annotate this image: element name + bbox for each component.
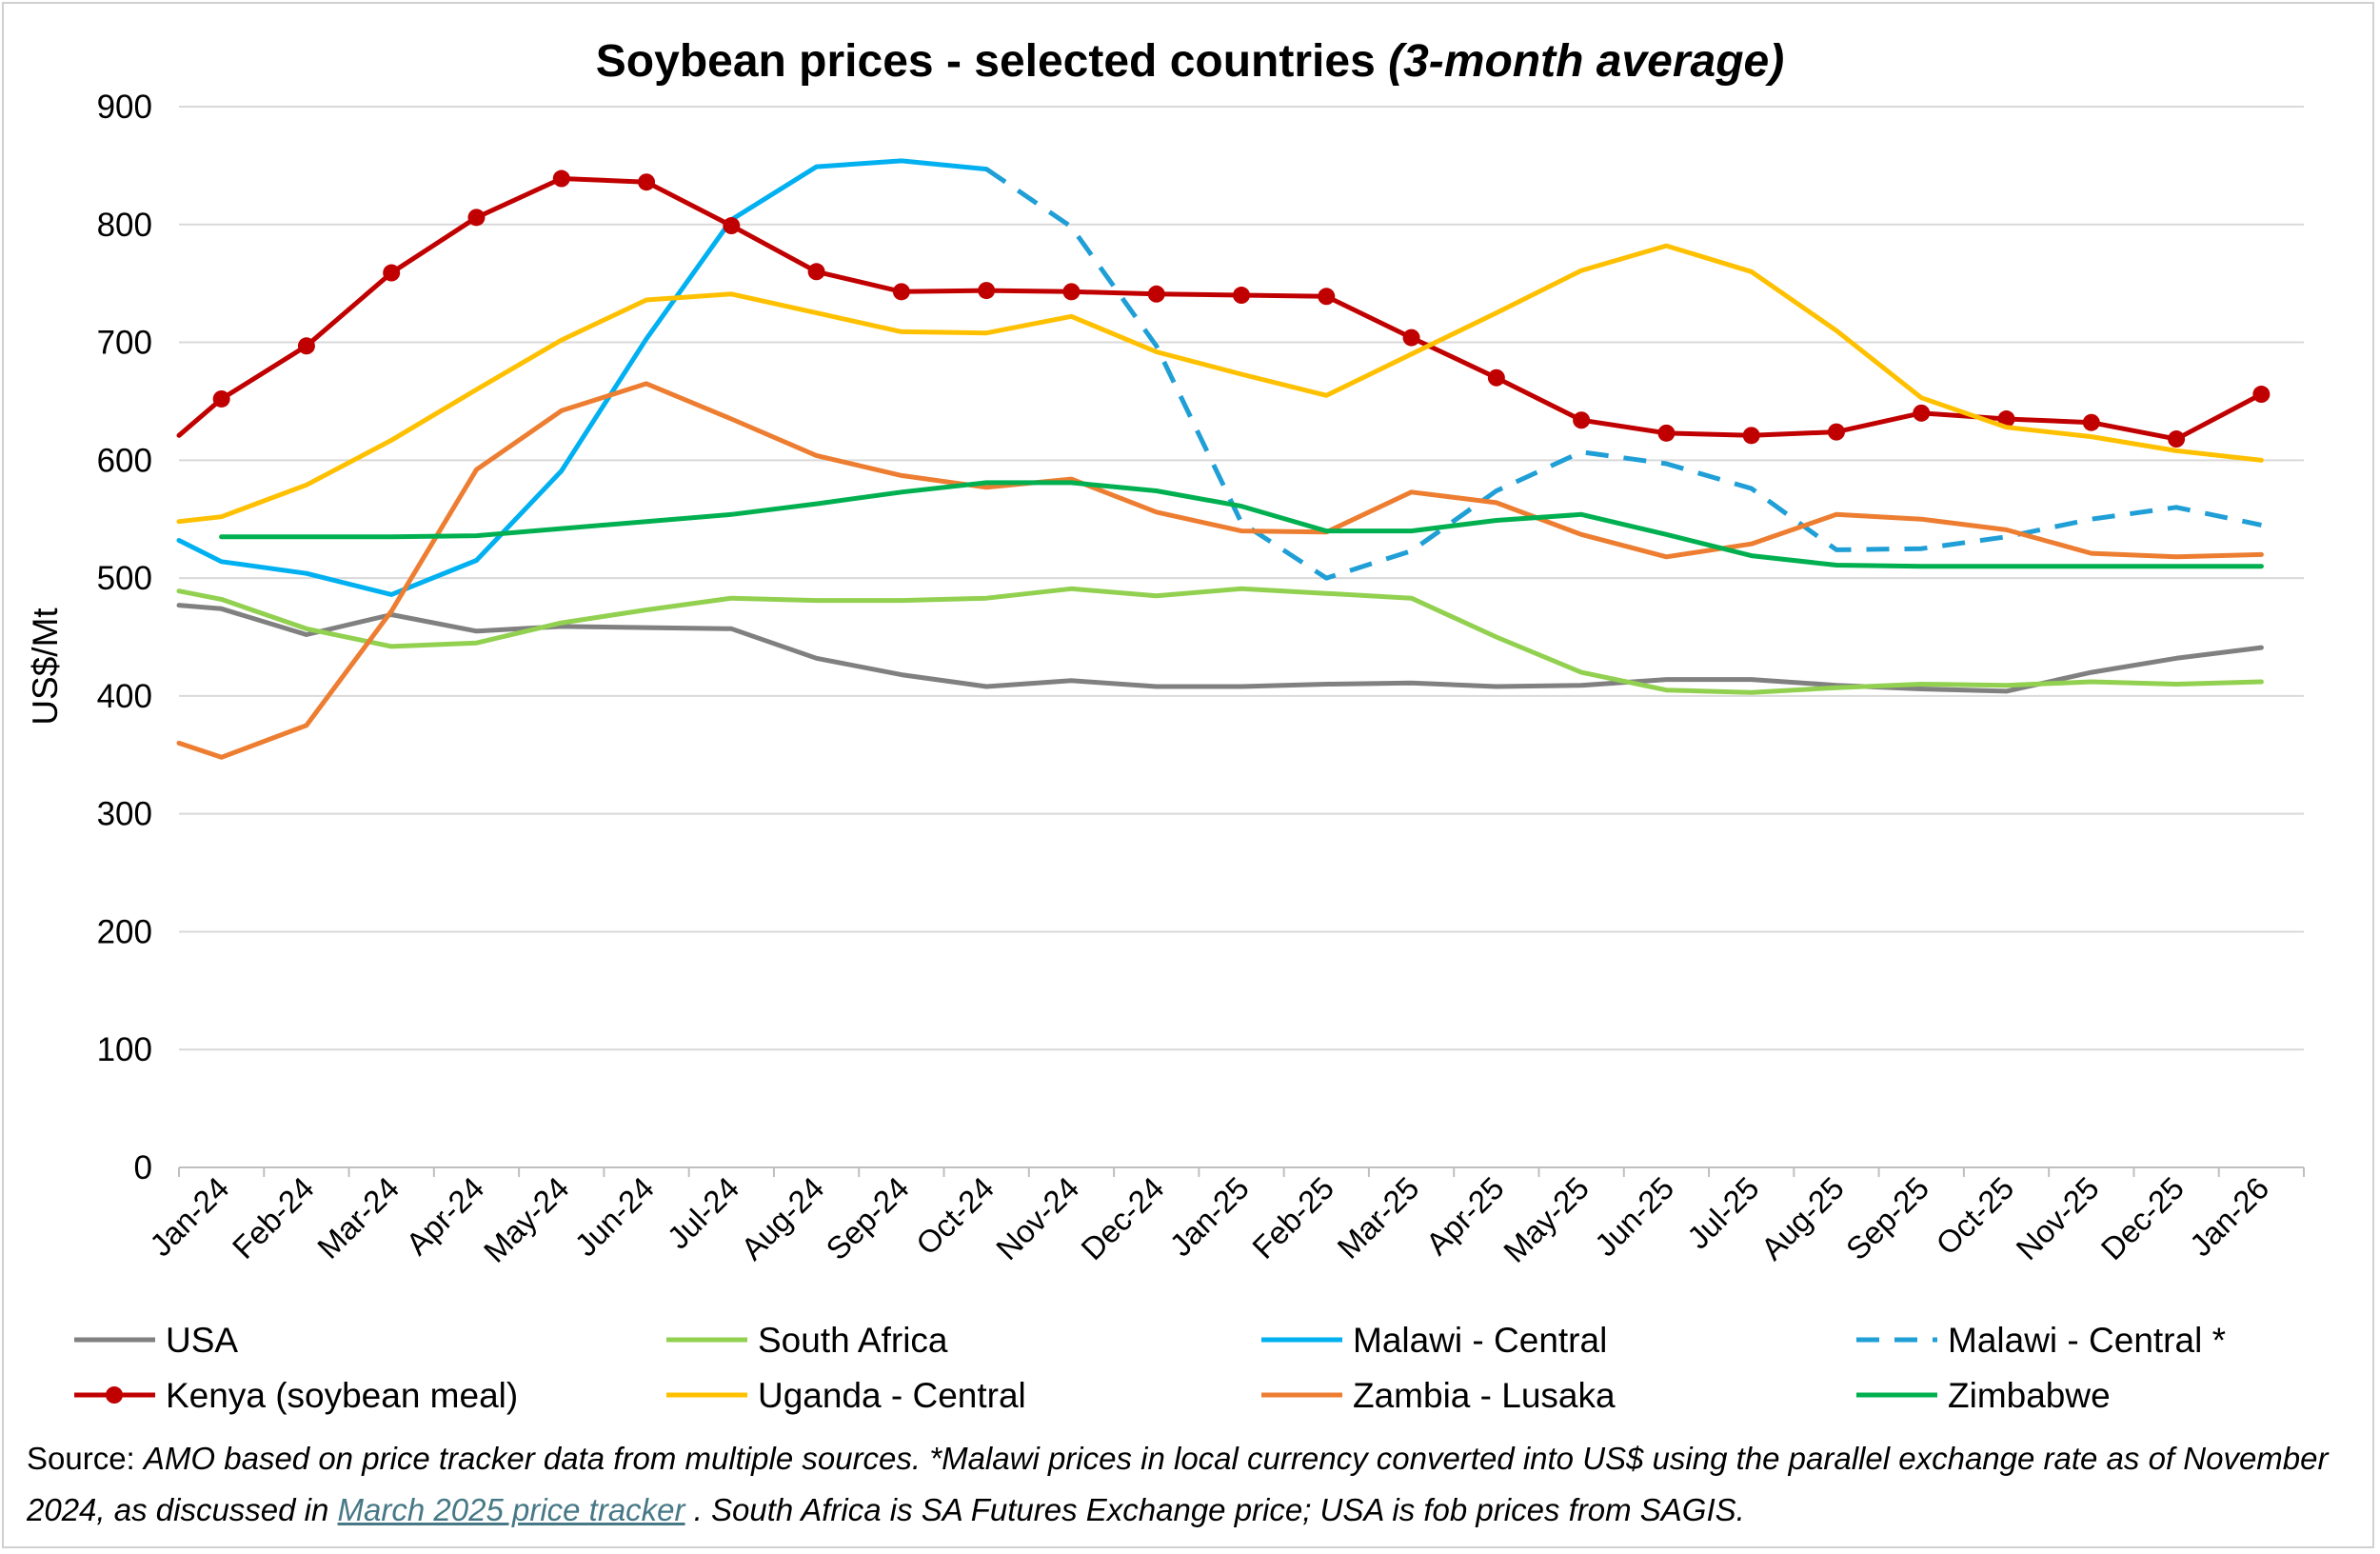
series-line — [176, 381, 2264, 760]
series-line — [176, 586, 2264, 695]
data-point — [1487, 369, 1505, 387]
series-line — [176, 158, 989, 597]
legend-label: South Africa — [758, 1321, 948, 1360]
y-tick-label: 300 — [97, 796, 152, 833]
data-point — [2168, 430, 2186, 448]
x-tick-label: May-24 — [477, 1170, 576, 1269]
x-tick-label: Jan-25 — [1162, 1170, 1256, 1264]
data-point — [467, 209, 486, 227]
series-line — [176, 176, 2264, 442]
data-point — [1062, 283, 1081, 301]
chart-title: Soybean prices - selected countries (3-m… — [596, 36, 1784, 87]
y-tick-label: 500 — [97, 560, 152, 597]
x-tick-label: Aug-24 — [734, 1170, 830, 1266]
x-tick-label: Jan-24 — [143, 1170, 236, 1264]
data-point — [892, 283, 910, 301]
legend-label: Uganda - Central — [758, 1376, 1026, 1415]
legend-marker — [106, 1386, 123, 1404]
y-tick-label: 100 — [97, 1031, 152, 1068]
x-tick-label: Oct-25 — [1929, 1170, 2020, 1262]
y-axis-label: US$/Mt — [26, 608, 65, 726]
x-tick-label: Jul-24 — [661, 1170, 746, 1256]
x-tick-label: Mar-24 — [310, 1170, 406, 1265]
x-tick-label: Nov-25 — [2009, 1170, 2105, 1266]
data-point — [212, 389, 230, 408]
x-tick-label: Nov-24 — [989, 1170, 1085, 1266]
series-line — [176, 243, 2264, 525]
data-point — [723, 217, 741, 235]
y-tick-label: 900 — [97, 89, 152, 126]
series-line — [219, 480, 2264, 569]
data-point — [2082, 413, 2100, 431]
y-tick-label: 200 — [97, 913, 152, 950]
data-point — [383, 264, 401, 282]
x-tick-label: Sep-24 — [819, 1170, 915, 1266]
legend-label: Zimbabwe — [1948, 1376, 2111, 1415]
source-text-1: AMO based on price tracker data from mul… — [27, 1441, 2329, 1527]
data-point — [1318, 288, 1336, 306]
data-point — [1657, 424, 1676, 442]
y-tick-label: 600 — [97, 442, 152, 479]
x-tick-label: Jul-25 — [1680, 1170, 1766, 1256]
data-point — [2252, 386, 2271, 404]
x-tick-label: Oct-24 — [909, 1170, 1001, 1262]
data-point — [638, 173, 656, 191]
series-line — [984, 167, 2262, 581]
x-tick-label: Feb-25 — [1245, 1170, 1340, 1265]
y-tick-label: 700 — [97, 325, 152, 362]
data-point — [1147, 285, 1165, 303]
x-tick-label: May-25 — [1497, 1170, 1596, 1269]
data-point — [1402, 329, 1420, 347]
y-tick-label: 0 — [134, 1149, 152, 1186]
data-point — [807, 263, 825, 281]
x-tick-label: Feb-24 — [226, 1170, 321, 1265]
data-point — [297, 337, 315, 355]
x-tick-label: Jan-26 — [2183, 1170, 2276, 1264]
data-point — [1233, 287, 1250, 305]
x-tick-label: Apr-25 — [1419, 1170, 1511, 1262]
legend-label: Zambia - Lusaka — [1353, 1376, 1616, 1415]
y-tick-label: 800 — [97, 207, 152, 244]
data-point — [978, 282, 996, 300]
legend-label: Kenya (soybean meal) — [166, 1376, 518, 1415]
x-tick-label: Aug-25 — [1754, 1170, 1850, 1266]
data-point — [1742, 427, 1760, 445]
source-note: Source: AMO based on price tracker data … — [27, 1433, 2350, 1536]
data-point — [552, 169, 570, 188]
x-tick-label: Mar-25 — [1330, 1170, 1425, 1265]
x-tick-label: Jun-25 — [1588, 1170, 1681, 1264]
data-point — [1827, 423, 1845, 441]
x-tick-label: Dec-24 — [1074, 1170, 1170, 1266]
x-tick-label: Dec-25 — [2094, 1170, 2191, 1266]
price-tracker-link[interactable]: March 2025 price tracker — [337, 1492, 685, 1527]
data-point — [1913, 404, 1931, 422]
x-tick-label: Jun-24 — [567, 1170, 661, 1264]
x-tick-label: Sep-25 — [1839, 1170, 1935, 1266]
x-tick-label: Apr-24 — [399, 1170, 490, 1262]
legend-label: Malawi - Central — [1353, 1321, 1607, 1360]
source-text-2: . South Africa is SA Futures Exchange pr… — [693, 1492, 1745, 1527]
legend-label: USA — [166, 1321, 238, 1360]
data-point — [1573, 411, 1591, 429]
legend-label: Malawi - Central * — [1948, 1321, 2226, 1360]
y-tick-label: 400 — [97, 678, 152, 715]
source-label: Source: — [27, 1441, 135, 1476]
series-line — [176, 603, 2264, 694]
